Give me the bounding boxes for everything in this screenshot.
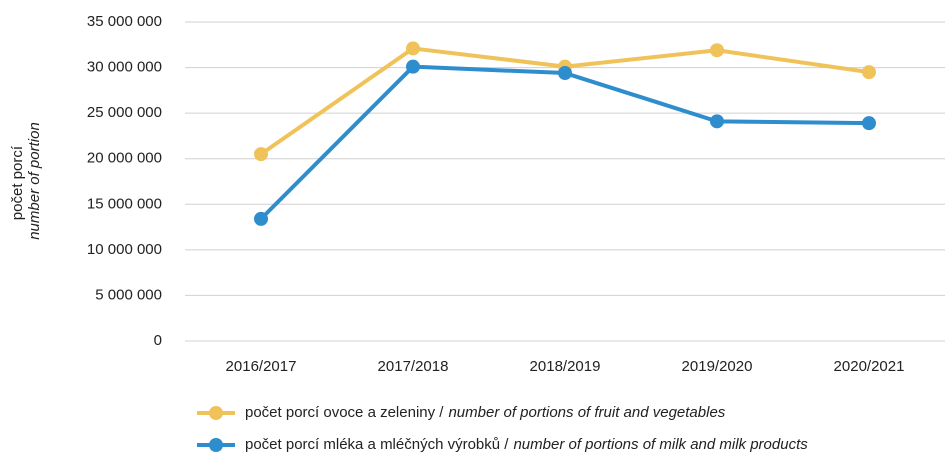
x-tick-label: 2020/2021 xyxy=(834,358,905,375)
x-tick-label: 2018/2019 xyxy=(530,358,601,375)
y-axis-label-cz: počet porcí xyxy=(9,145,26,220)
x-tick-label: 2017/2018 xyxy=(378,358,449,375)
data-point xyxy=(862,65,876,80)
y-tick-label: 20 000 000 xyxy=(87,150,162,167)
data-point xyxy=(406,59,420,74)
data-point xyxy=(254,211,268,226)
y-tick-label: 10 000 000 xyxy=(87,241,162,258)
y-tick-label: 35 000 000 xyxy=(87,13,162,30)
y-tick-label: 15 000 000 xyxy=(87,195,162,212)
x-tick-label: 2019/2020 xyxy=(682,358,753,375)
legend-label-en: number of portions of milk and milk prod… xyxy=(513,436,808,453)
legend-marker xyxy=(209,438,223,452)
legend-label-cz: počet porcí ovoce a zeleniny / xyxy=(245,404,444,421)
data-point xyxy=(710,43,724,58)
y-axis-label: počet porcí number of portion xyxy=(9,122,43,240)
x-tick-label: 2016/2017 xyxy=(226,358,297,375)
data-point xyxy=(254,147,268,162)
y-axis-label-en: number of portion xyxy=(26,122,43,240)
data-point xyxy=(406,41,420,56)
legend-label: počet porcí mléka a mléčných výrobků / nu… xyxy=(245,436,808,453)
y-tick-label: 0 xyxy=(154,332,162,349)
legend-label: počet porcí ovoce a zeleniny / number of … xyxy=(245,404,726,421)
legend-label-en: number of portions of fruit and vegetabl… xyxy=(448,404,725,421)
legend-marker xyxy=(209,406,223,420)
data-point xyxy=(862,116,876,131)
data-point xyxy=(558,66,572,81)
data-point xyxy=(710,114,724,129)
y-tick-label: 25 000 000 xyxy=(87,104,162,121)
legend-label-cz: počet porcí mléka a mléčných výrobků / xyxy=(245,436,509,453)
y-tick-label: 30 000 000 xyxy=(87,59,162,76)
y-tick-label: 5 000 000 xyxy=(95,286,162,303)
